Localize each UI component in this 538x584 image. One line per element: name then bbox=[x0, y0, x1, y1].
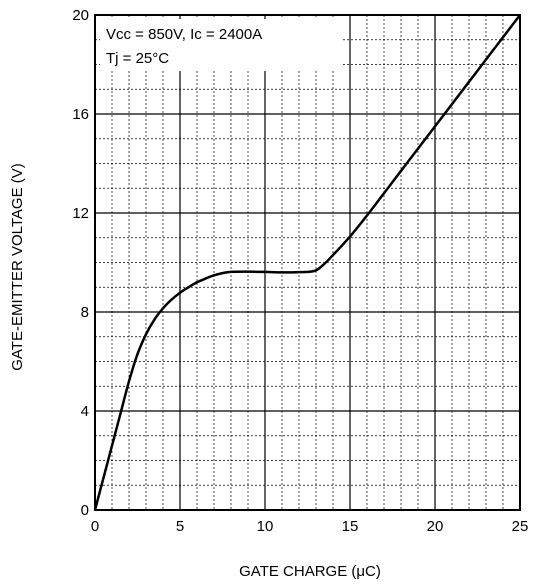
annotation-temperature: Tj = 25°C bbox=[106, 50, 169, 67]
y-axis-label: GATE-EMITTER VOLTAGE (V) bbox=[9, 163, 26, 371]
y-tick-label: 16 bbox=[72, 106, 89, 123]
major-grid bbox=[95, 15, 520, 510]
y-tick-label: 12 bbox=[72, 205, 89, 222]
y-tick-label: 8 bbox=[81, 304, 89, 321]
y-tick-label: 4 bbox=[81, 403, 89, 420]
y-tick-label: 0 bbox=[81, 502, 89, 519]
x-tick-label: 15 bbox=[342, 518, 359, 535]
x-tick-label: 20 bbox=[427, 518, 444, 535]
annotation-background bbox=[100, 19, 342, 71]
x-tick-label: 25 bbox=[512, 518, 529, 535]
gate-voltage-curve bbox=[93, 14, 521, 511]
x-tick-label: 10 bbox=[257, 518, 274, 535]
y-tick-labels: 0 4 8 12 16 20 bbox=[72, 7, 89, 519]
minor-grid bbox=[95, 15, 520, 510]
x-tick-label: 5 bbox=[176, 518, 184, 535]
x-axis-label: GATE CHARGE (μC) bbox=[239, 563, 381, 580]
plot-frame bbox=[94, 14, 521, 511]
annotation-conditions: Vcc = 850V, Ic = 2400A bbox=[106, 26, 262, 43]
x-tick-labels: 0 5 10 15 20 25 bbox=[91, 518, 529, 535]
y-tick-label: 20 bbox=[72, 7, 89, 24]
x-tick-label: 0 bbox=[91, 518, 99, 535]
